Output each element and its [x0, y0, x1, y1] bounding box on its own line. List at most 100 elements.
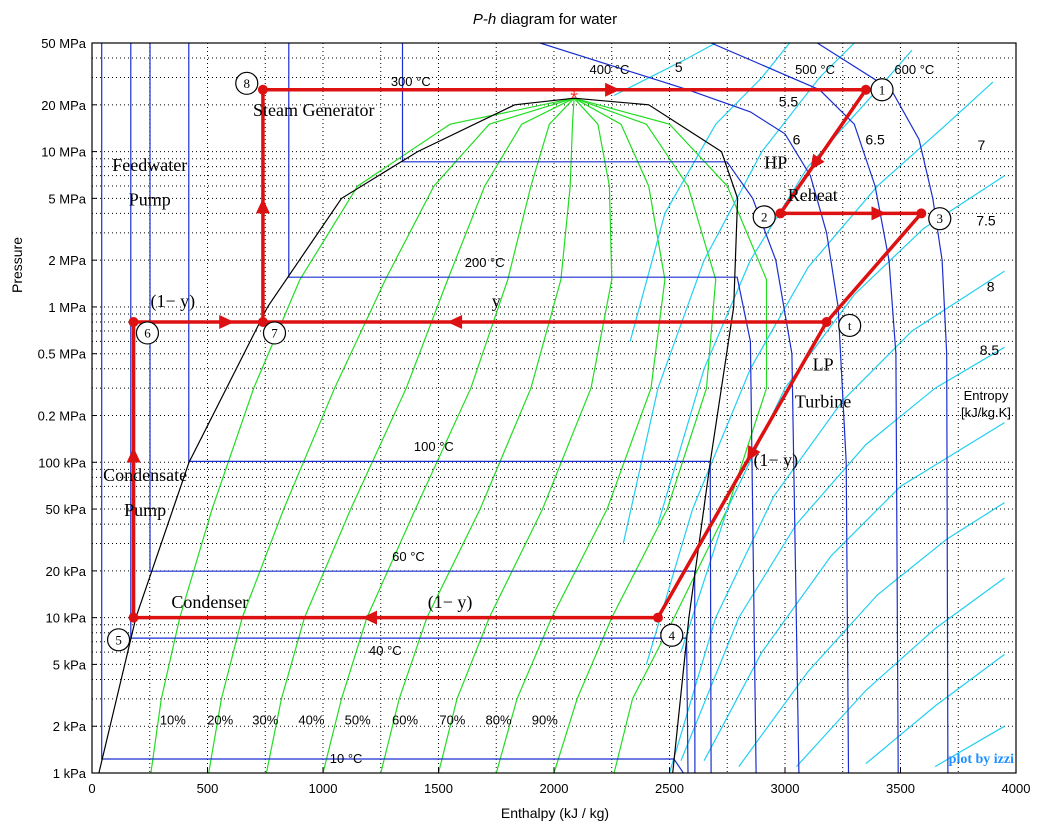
state-label-circle [135, 321, 160, 345]
state-label-circle [106, 628, 131, 652]
quality-line [265, 97, 575, 773]
state-point [860, 84, 871, 95]
state-point [257, 84, 268, 95]
x-axis-label: Enthalpy (kJ / kg) [501, 805, 609, 821]
cycle-annotation: Turbine [795, 392, 851, 412]
quality-label: 50% [345, 713, 371, 728]
isentrope-line [622, 43, 855, 544]
quality-label: 20% [207, 713, 233, 728]
isotherm-label: 10 °C [330, 751, 363, 766]
quality-line [573, 97, 768, 773]
y-tick-label: 5 kPa [53, 657, 87, 672]
quality-label: 90% [532, 713, 558, 728]
isotherm-line [288, 43, 757, 773]
isotherm-label: 100 °C [414, 439, 454, 454]
isentrope-line [703, 422, 1005, 761]
isotherm-label: 200 °C [465, 255, 505, 270]
entropy-note: Entropy [964, 388, 1009, 403]
cycle-arrow [126, 447, 141, 463]
cycle-annotation: Reheat [788, 185, 838, 205]
isentrope-label: 5 [675, 59, 683, 75]
cycle-segment [656, 320, 829, 620]
isotherm-line [188, 43, 712, 773]
isentrope-label: 5.5 [779, 94, 799, 110]
y-tick-label: 2 kPa [53, 719, 87, 734]
quality-lines [150, 97, 768, 773]
state-label: t [848, 318, 852, 333]
isentrope-line [645, 81, 994, 665]
x-tick-label: 1500 [424, 781, 453, 796]
x-tick-label: 2500 [655, 781, 684, 796]
cycle-arrow [747, 445, 761, 462]
isotherm-line [401, 43, 800, 773]
state-point [128, 316, 139, 327]
state-label: 4 [669, 628, 676, 643]
isentrope-line [613, 43, 716, 96]
isentrope-label: 7.5 [976, 213, 996, 229]
cycle-annotation: Pump [129, 189, 171, 209]
y-tick-label: 0.5 MPa [38, 347, 87, 362]
y-tick-label: 20 kPa [46, 564, 87, 579]
y-tick-label: 0.2 MPa [38, 409, 87, 424]
quality-label: 40% [298, 713, 324, 728]
cycle-arrow [255, 198, 270, 214]
y-tick-label: 1 kPa [53, 766, 87, 781]
isentrope-label: 6.5 [865, 131, 885, 147]
quality-line [208, 97, 575, 773]
cycle-annotation: y [492, 291, 501, 311]
quality-line [380, 98, 575, 773]
state-label-circle [838, 313, 862, 338]
quality-label: 10% [160, 713, 186, 728]
cycle-annotation: (1− y) [753, 450, 798, 471]
x-tick-label: 0 [88, 781, 95, 796]
y-tick-label: 10 kPa [46, 611, 87, 626]
cycle-segment [778, 88, 868, 216]
quality-line [437, 97, 613, 773]
saturation-dome: * [98, 88, 739, 774]
state-label-circle [752, 205, 776, 229]
state-label-circle [928, 207, 952, 231]
cycle-annotation: (1− y) [151, 291, 196, 312]
chart-title: P-h diagram for water [473, 11, 617, 28]
cycle-arrow [605, 82, 621, 97]
y-tick-label: 50 kPa [46, 502, 87, 517]
isentrope-line [865, 653, 1005, 765]
cycle-annotation: LP [813, 354, 834, 374]
cycle-segment [824, 211, 924, 324]
quality-line [553, 97, 717, 773]
state-point [128, 612, 139, 623]
state-label: 2 [761, 209, 768, 224]
isentrope-line [796, 577, 1005, 768]
cycle-annotation: Steam Generator [253, 100, 374, 120]
cycle-annotation: Condensate [103, 465, 187, 485]
isentrope-label: 8.5 [980, 342, 1000, 358]
cycle-annotation: Condenser [171, 592, 248, 612]
y-tick-label: 20 MPa [41, 98, 87, 113]
critical-point-marker: * [570, 88, 578, 110]
quality-line [322, 97, 575, 773]
curve-labels: 10 °C 40 °C 60 °C 100 °C 200 °C 300 °C 400 °C 5… [160, 59, 1011, 766]
isotherm-label: 500 °C [795, 62, 835, 77]
y-tick-label: 5 MPa [48, 191, 86, 206]
state-point [916, 208, 927, 219]
title-italic: P-h [473, 11, 496, 28]
cycle-arrow [871, 206, 887, 221]
state-point [257, 316, 268, 327]
y-tick-label: 2 MPa [48, 253, 86, 268]
isotherm-line [101, 43, 684, 773]
isentrope-label: 6 [793, 131, 801, 147]
isentrope-line [738, 502, 1005, 767]
cycle-arrow [810, 153, 825, 171]
y-tick-label: 1 MPa [48, 300, 86, 315]
state-point [775, 208, 786, 219]
x-tick-label: 1000 [309, 781, 338, 796]
x-tick-label: 500 [197, 781, 219, 796]
isotherm-label: 400 °C [589, 62, 629, 77]
cycle-arrow [362, 610, 377, 625]
isentrope-line [934, 725, 1005, 768]
cycle-annotation: (1− y) [428, 592, 473, 613]
isotherm-label: 600 °C [894, 62, 934, 77]
state-label-circle [235, 71, 259, 95]
